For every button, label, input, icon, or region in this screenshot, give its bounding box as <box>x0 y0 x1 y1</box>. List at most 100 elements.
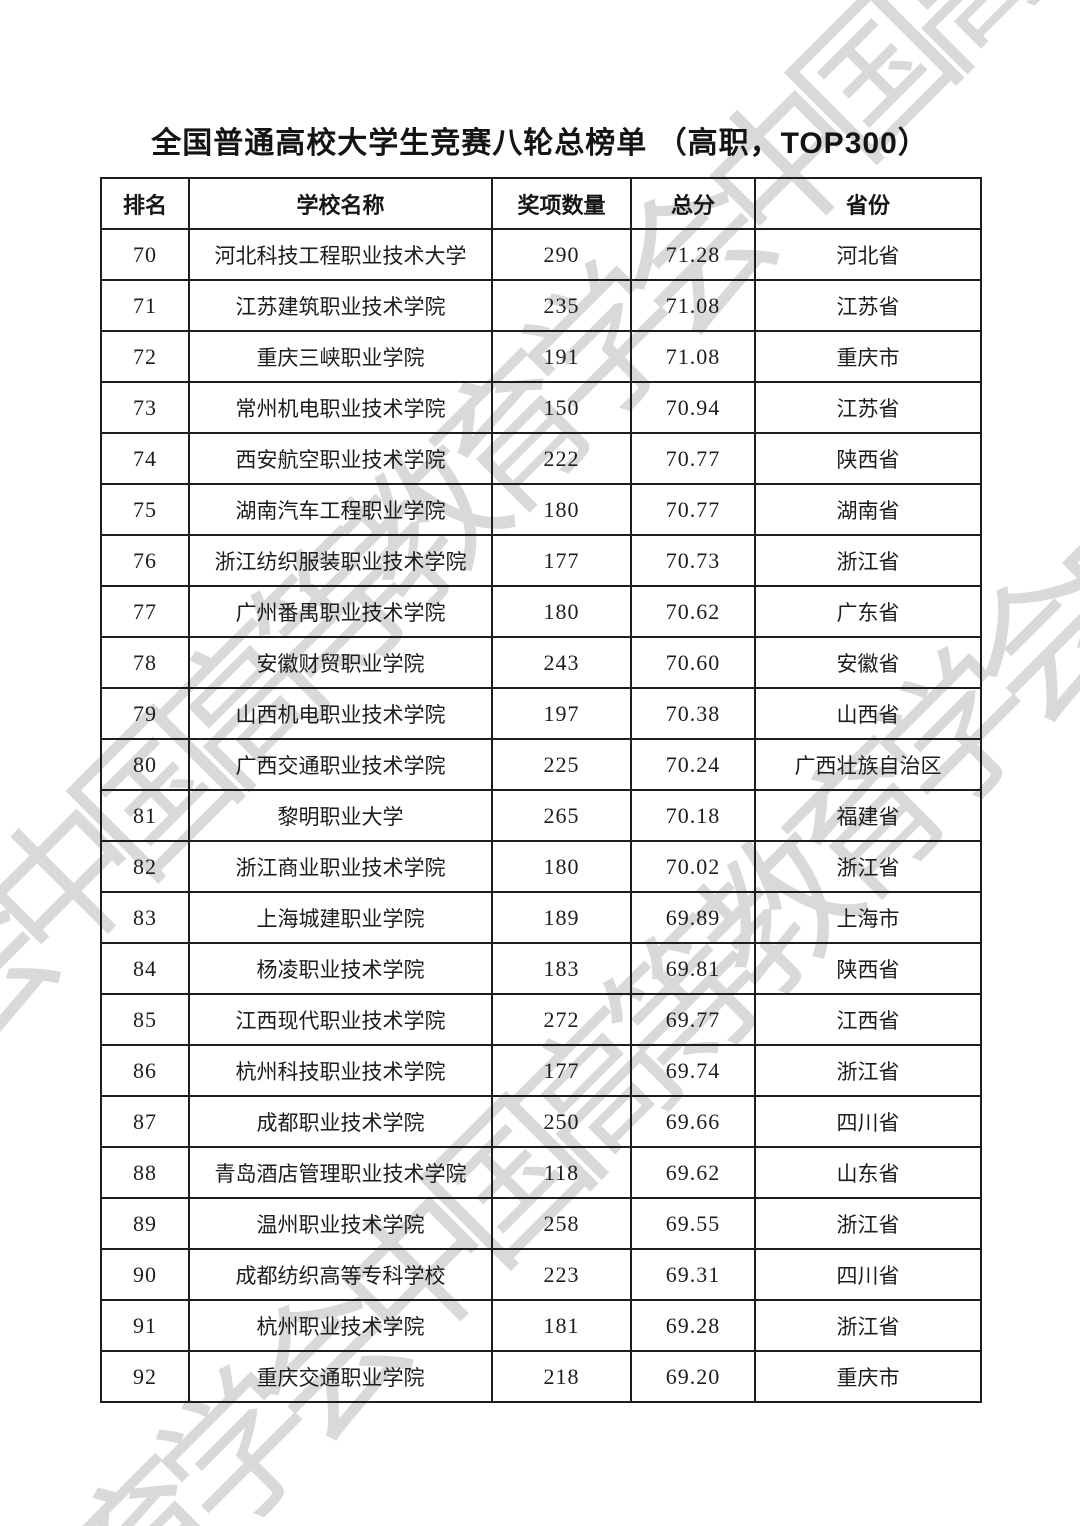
cell-rank: 91 <box>100 1299 190 1352</box>
cell-awards: 191 <box>491 330 632 383</box>
cell-awards: 235 <box>491 279 632 332</box>
cell-school: 河北科技工程职业技术大学 <box>188 228 493 281</box>
cell-awards: 265 <box>491 789 632 842</box>
cell-score: 69.55 <box>630 1197 756 1250</box>
cell-rank: 77 <box>100 585 190 638</box>
cell-school: 江西现代职业技术学院 <box>188 993 493 1046</box>
table-row: 84 杨凌职业技术学院 183 69.81 陕西省 <box>100 942 982 995</box>
table-row: 89 温州职业技术学院 258 69.55 浙江省 <box>100 1197 982 1250</box>
table-row: 85 江西现代职业技术学院 272 69.77 江西省 <box>100 993 982 1046</box>
cell-province: 河北省 <box>754 228 982 281</box>
cell-school: 江苏建筑职业技术学院 <box>188 279 493 332</box>
cell-province: 山东省 <box>754 1146 982 1199</box>
cell-score: 69.31 <box>630 1248 756 1301</box>
cell-school: 安徽财贸职业学院 <box>188 636 493 689</box>
cell-school: 山西机电职业技术学院 <box>188 687 493 740</box>
cell-awards: 118 <box>491 1146 632 1199</box>
cell-rank: 83 <box>100 891 190 944</box>
cell-school: 杨凌职业技术学院 <box>188 942 493 995</box>
cell-province: 江苏省 <box>754 279 982 332</box>
cell-rank: 79 <box>100 687 190 740</box>
cell-awards: 183 <box>491 942 632 995</box>
cell-school: 浙江纺织服装职业技术学院 <box>188 534 493 587</box>
cell-school: 重庆交通职业学院 <box>188 1350 493 1403</box>
cell-school: 杭州职业技术学院 <box>188 1299 493 1352</box>
cell-score: 69.89 <box>630 891 756 944</box>
cell-school: 上海城建职业学院 <box>188 891 493 944</box>
table-row: 76 浙江纺织服装职业技术学院 177 70.73 浙江省 <box>100 534 982 587</box>
table-row: 70 河北科技工程职业技术大学 290 71.28 河北省 <box>100 228 982 281</box>
cell-awards: 290 <box>491 228 632 281</box>
table-row: 75 湖南汽车工程职业学院 180 70.77 湖南省 <box>100 483 982 536</box>
cell-province: 山西省 <box>754 687 982 740</box>
cell-school: 成都职业技术学院 <box>188 1095 493 1148</box>
cell-awards: 250 <box>491 1095 632 1148</box>
ranking-table: 排名 学校名称 奖项数量 总分 省份 70 河北科技工程职业技术大学 290 71.2… <box>100 177 982 1403</box>
cell-school: 成都纺织高等专科学校 <box>188 1248 493 1301</box>
cell-school: 西安航空职业技术学院 <box>188 432 493 485</box>
cell-school: 重庆三峡职业学院 <box>188 330 493 383</box>
table-header-row: 排名 学校名称 奖项数量 总分 省份 <box>100 177 982 230</box>
cell-rank: 70 <box>100 228 190 281</box>
cell-school: 黎明职业大学 <box>188 789 493 842</box>
cell-province: 四川省 <box>754 1095 982 1148</box>
cell-school: 广西交通职业技术学院 <box>188 738 493 791</box>
cell-school: 浙江商业职业技术学院 <box>188 840 493 893</box>
cell-province: 浙江省 <box>754 840 982 893</box>
cell-score: 70.24 <box>630 738 756 791</box>
cell-province: 浙江省 <box>754 1044 982 1097</box>
cell-score: 70.77 <box>630 432 756 485</box>
cell-province: 浙江省 <box>754 1299 982 1352</box>
cell-awards: 180 <box>491 585 632 638</box>
cell-score: 70.38 <box>630 687 756 740</box>
cell-school: 湖南汽车工程职业学院 <box>188 483 493 536</box>
cell-score: 71.08 <box>630 279 756 332</box>
cell-province: 福建省 <box>754 789 982 842</box>
cell-rank: 75 <box>100 483 190 536</box>
column-header-rank: 排名 <box>100 177 190 230</box>
cell-rank: 78 <box>100 636 190 689</box>
table-row: 78 安徽财贸职业学院 243 70.60 安徽省 <box>100 636 982 689</box>
table-row: 74 西安航空职业技术学院 222 70.77 陕西省 <box>100 432 982 485</box>
cell-rank: 85 <box>100 993 190 1046</box>
cell-awards: 177 <box>491 1044 632 1097</box>
cell-rank: 80 <box>100 738 190 791</box>
cell-score: 70.77 <box>630 483 756 536</box>
cell-awards: 197 <box>491 687 632 740</box>
cell-score: 70.18 <box>630 789 756 842</box>
cell-rank: 92 <box>100 1350 190 1403</box>
table-body: 70 河北科技工程职业技术大学 290 71.28 河北省 71 江苏建筑职业技术学院 235… <box>100 228 982 1403</box>
cell-school: 青岛酒店管理职业技术学院 <box>188 1146 493 1199</box>
cell-rank: 87 <box>100 1095 190 1148</box>
cell-province: 重庆市 <box>754 1350 982 1403</box>
cell-awards: 189 <box>491 891 632 944</box>
cell-province: 浙江省 <box>754 1197 982 1250</box>
cell-province: 陕西省 <box>754 432 982 485</box>
cell-score: 69.20 <box>630 1350 756 1403</box>
table-row: 79 山西机电职业技术学院 197 70.38 山西省 <box>100 687 982 740</box>
cell-rank: 90 <box>100 1248 190 1301</box>
cell-rank: 86 <box>100 1044 190 1097</box>
cell-province: 广东省 <box>754 585 982 638</box>
table-row: 80 广西交通职业技术学院 225 70.24 广西壮族自治区 <box>100 738 982 791</box>
cell-awards: 225 <box>491 738 632 791</box>
table-row: 83 上海城建职业学院 189 69.89 上海市 <box>100 891 982 944</box>
cell-awards: 223 <box>491 1248 632 1301</box>
cell-province: 上海市 <box>754 891 982 944</box>
table-row: 88 青岛酒店管理职业技术学院 118 69.62 山东省 <box>100 1146 982 1199</box>
cell-rank: 84 <box>100 942 190 995</box>
cell-awards: 258 <box>491 1197 632 1250</box>
cell-score: 70.73 <box>630 534 756 587</box>
cell-province: 陕西省 <box>754 942 982 995</box>
table-row: 92 重庆交通职业学院 218 69.20 重庆市 <box>100 1350 982 1403</box>
cell-province: 广西壮族自治区 <box>754 738 982 791</box>
cell-score: 71.28 <box>630 228 756 281</box>
column-header-province: 省份 <box>754 177 982 230</box>
cell-school: 广州番禺职业技术学院 <box>188 585 493 638</box>
cell-awards: 218 <box>491 1350 632 1403</box>
cell-school: 温州职业技术学院 <box>188 1197 493 1250</box>
cell-score: 70.60 <box>630 636 756 689</box>
cell-province: 江苏省 <box>754 381 982 434</box>
table-row: 81 黎明职业大学 265 70.18 福建省 <box>100 789 982 842</box>
